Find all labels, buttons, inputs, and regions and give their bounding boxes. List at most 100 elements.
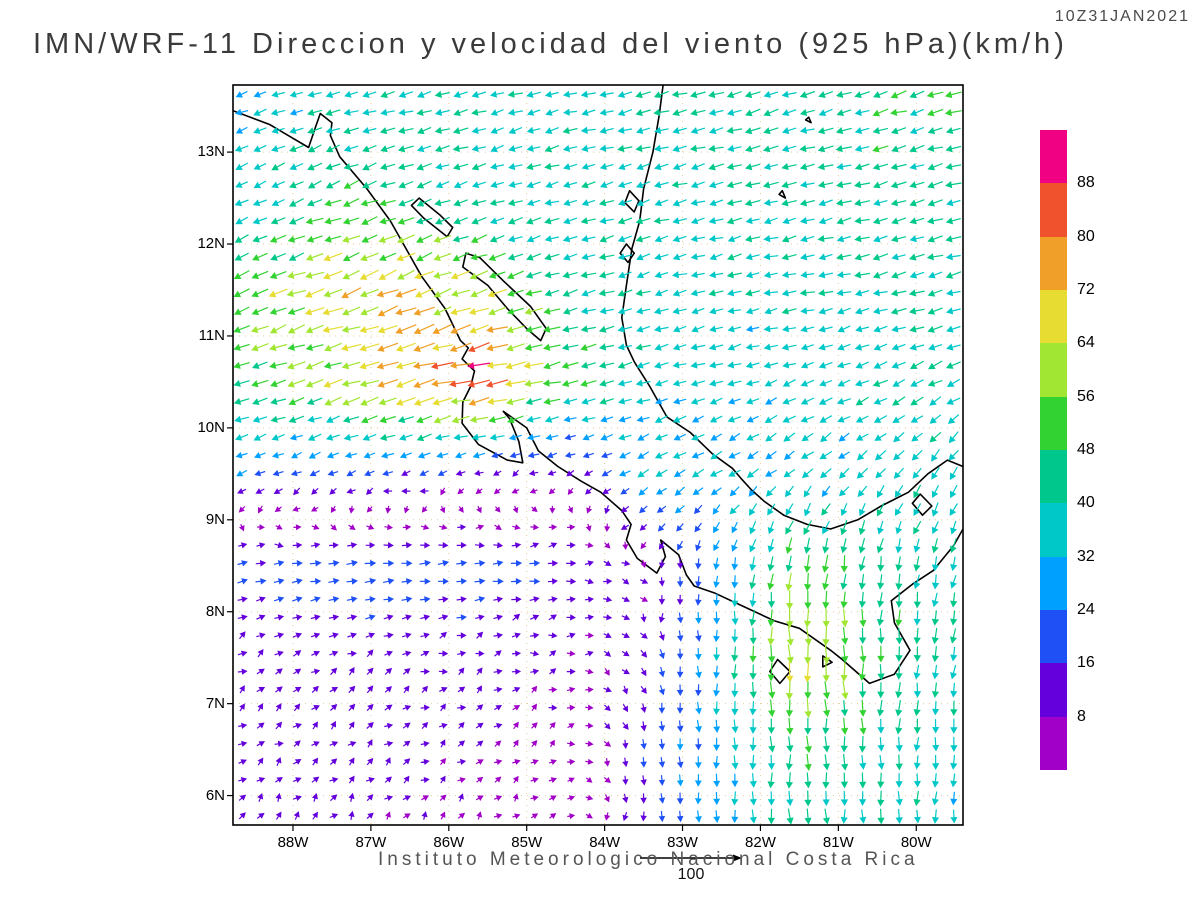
wind-arrow — [841, 627, 849, 645]
wind-arrow — [581, 289, 596, 297]
colorbar-segment — [1040, 503, 1067, 557]
wind-arrow — [420, 632, 430, 639]
wind-arrow — [476, 704, 484, 711]
wind-arrow — [366, 685, 374, 694]
wind-arrow — [840, 736, 848, 753]
wind-arrow — [273, 578, 285, 585]
wind-arrow — [763, 235, 779, 243]
wind-arrow — [431, 344, 453, 352]
wind-arrow — [891, 253, 906, 261]
wind-arrow — [745, 343, 760, 351]
wind-arrow — [251, 306, 269, 316]
wind-arrow — [672, 361, 687, 369]
wind-arrow — [457, 777, 466, 784]
wind-arrow — [434, 433, 450, 441]
wind-arrow — [818, 253, 833, 261]
colorbar — [1040, 130, 1067, 770]
wind-arrow — [767, 538, 775, 553]
wind-arrow — [581, 253, 596, 261]
wind-arrow — [233, 397, 250, 405]
wind-arrow — [562, 144, 578, 152]
wind-arrow — [543, 361, 561, 370]
wind-arrow — [486, 325, 509, 334]
wind-arrow — [799, 289, 815, 297]
wind-arrow — [745, 361, 760, 369]
wind-arrow — [493, 470, 502, 476]
wind-arrow — [635, 144, 651, 152]
wind-arrow — [635, 109, 651, 117]
wind-arrow — [544, 162, 560, 171]
wind-arrow — [257, 757, 264, 766]
wind-arrow — [233, 379, 250, 387]
wind-arrow — [581, 397, 596, 405]
wind-arrow — [329, 758, 338, 765]
wind-arrow — [289, 90, 304, 98]
wind-arrow — [434, 126, 451, 134]
wind-arrow — [622, 685, 629, 695]
wind-arrow — [507, 199, 523, 207]
wind-arrow — [507, 108, 523, 116]
pearl-lagoon-outline — [624, 189, 640, 213]
wind-arrow — [433, 235, 452, 243]
wind-arrow — [542, 343, 561, 351]
wind-arrow — [274, 596, 285, 603]
wind-arrow — [604, 758, 611, 767]
wind-arrow — [658, 810, 666, 823]
wind-arrow — [890, 90, 907, 99]
wind-arrow — [854, 253, 870, 261]
wind-arrow — [931, 448, 940, 462]
wind-arrow — [803, 485, 812, 498]
wind-arrow — [383, 596, 395, 603]
wind-arrow — [872, 108, 889, 117]
wind-arrow — [271, 434, 285, 441]
wind-arrow — [640, 632, 648, 639]
wind-arrow — [450, 307, 472, 316]
wind-arrow — [654, 271, 669, 279]
wind-arrow — [238, 759, 247, 765]
wind-arrow — [817, 145, 834, 153]
wind-arrow — [636, 127, 651, 134]
wind-arrow — [695, 576, 702, 588]
wind-arrow — [731, 682, 739, 698]
wind-arrow — [239, 685, 245, 694]
wind-arrow — [800, 271, 815, 279]
wind-arrow — [325, 91, 341, 98]
wind-arrow — [672, 235, 687, 243]
wind-arrow — [749, 701, 757, 716]
wind-arrow — [270, 379, 287, 388]
wind-arrow — [800, 397, 815, 405]
wind-arrow — [251, 379, 269, 388]
wind-arrow — [909, 199, 925, 207]
wind-arrow — [324, 217, 342, 225]
wind-arrow — [691, 434, 705, 441]
wind-arrow — [251, 343, 269, 352]
wind-arrow — [690, 108, 706, 117]
wind-arrow — [857, 449, 868, 461]
wind-arrow — [271, 451, 285, 459]
wind-arrow — [348, 524, 356, 531]
wind-arrow — [419, 559, 432, 567]
wind-arrow — [529, 578, 541, 585]
wind-arrow — [398, 91, 414, 98]
wind-arrow — [854, 235, 870, 243]
wind-arrow — [271, 162, 286, 171]
wind-arrow — [873, 325, 888, 333]
wind-arrow — [238, 812, 246, 820]
wind-arrow — [450, 397, 471, 405]
wind-arrow — [379, 217, 397, 225]
wind-arrow — [544, 90, 559, 98]
wind-arrow — [471, 90, 487, 98]
wind-arrow — [324, 199, 342, 207]
wind-arrow — [383, 559, 395, 567]
wind-arrow — [348, 666, 355, 676]
wind-arrow — [512, 469, 520, 477]
wind-arrow — [713, 719, 721, 733]
wind-arrow — [622, 541, 629, 551]
wind-arrow — [506, 325, 525, 334]
wind-arrow — [767, 503, 776, 516]
lon-tick-label: 86W — [433, 834, 465, 851]
wind-arrow — [800, 325, 815, 333]
wind-arrow — [269, 324, 287, 334]
wind-arrow — [749, 737, 757, 752]
wind-arrow — [421, 506, 428, 513]
